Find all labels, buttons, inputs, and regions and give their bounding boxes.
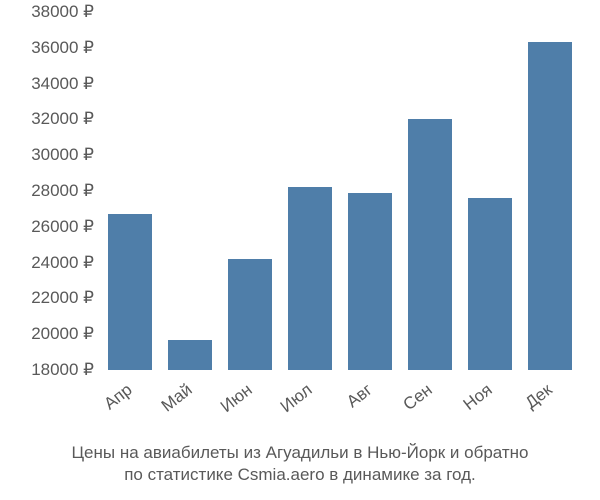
y-tick-label: 32000 ₽ [31,109,94,129]
bar [468,198,511,370]
x-tick-label: Июн [217,380,256,417]
x-tick-label: Сен [399,380,436,415]
x-tick-label: Дек [522,380,557,413]
bars [100,12,580,370]
caption-line-2: по статистике Csmia.aero в динамике за г… [0,464,600,486]
y-tick-label: 22000 ₽ [31,288,94,308]
bar [288,187,331,370]
x-tick-label: Июл [277,380,317,417]
y-tick-label: 24000 ₽ [31,253,94,273]
y-tick-label: 18000 ₽ [31,360,94,380]
bar [108,214,151,370]
y-tick-label: 34000 ₽ [31,74,94,94]
bar [168,340,211,370]
y-tick-label: 20000 ₽ [31,324,94,344]
bar [408,119,451,370]
y-tick-label: 28000 ₽ [31,181,94,201]
x-axis: Апр Май Июн Июл Авг Сен Ноя Дек [100,370,580,440]
y-tick-label: 38000 ₽ [31,2,94,22]
price-chart: 18000 ₽ 20000 ₽ 22000 ₽ 24000 ₽ 26000 ₽ 28000… [0,0,600,500]
x-tick-label: Авг [343,380,376,412]
plot-area: 18000 ₽20000 ₽22000 ₽24000 ₽26000 ₽28000… [100,12,580,370]
y-tick-label: 36000 ₽ [31,38,94,58]
x-tick-label: Май [158,380,197,416]
bar [528,42,571,370]
bar [348,193,391,370]
x-tick-label: Ноя [460,380,497,415]
x-tick-label: Апр [100,380,136,414]
y-tick-label: 26000 ₽ [31,217,94,237]
bar [228,259,271,370]
caption-line-1: Цены на авиабилеты из Агуадильи в Нью-Йо… [0,442,600,464]
chart-caption: Цены на авиабилеты из Агуадильи в Нью-Йо… [0,442,600,486]
y-tick-label: 30000 ₽ [31,145,94,165]
